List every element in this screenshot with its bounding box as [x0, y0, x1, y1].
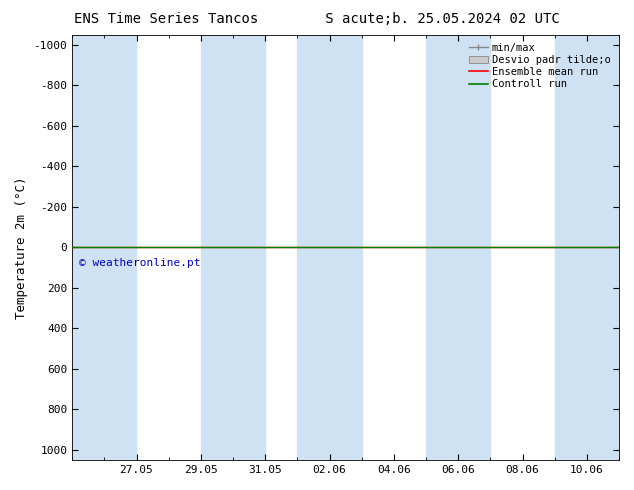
Bar: [297, 35, 361, 460]
Bar: [426, 35, 490, 460]
Legend: min/max, Desvio padr tilde;o, Ensemble mean run, Controll run: min/max, Desvio padr tilde;o, Ensemble m…: [466, 40, 614, 92]
Bar: [555, 35, 619, 460]
Text: © weatheronline.pt: © weatheronline.pt: [79, 258, 200, 268]
Text: ENS Time Series Tancos        S acute;b. 25.05.2024 02 UTC: ENS Time Series Tancos S acute;b. 25.05.…: [74, 12, 560, 26]
Y-axis label: Temperature 2m (°C): Temperature 2m (°C): [15, 176, 28, 318]
Bar: [72, 35, 136, 460]
Bar: [201, 35, 265, 460]
